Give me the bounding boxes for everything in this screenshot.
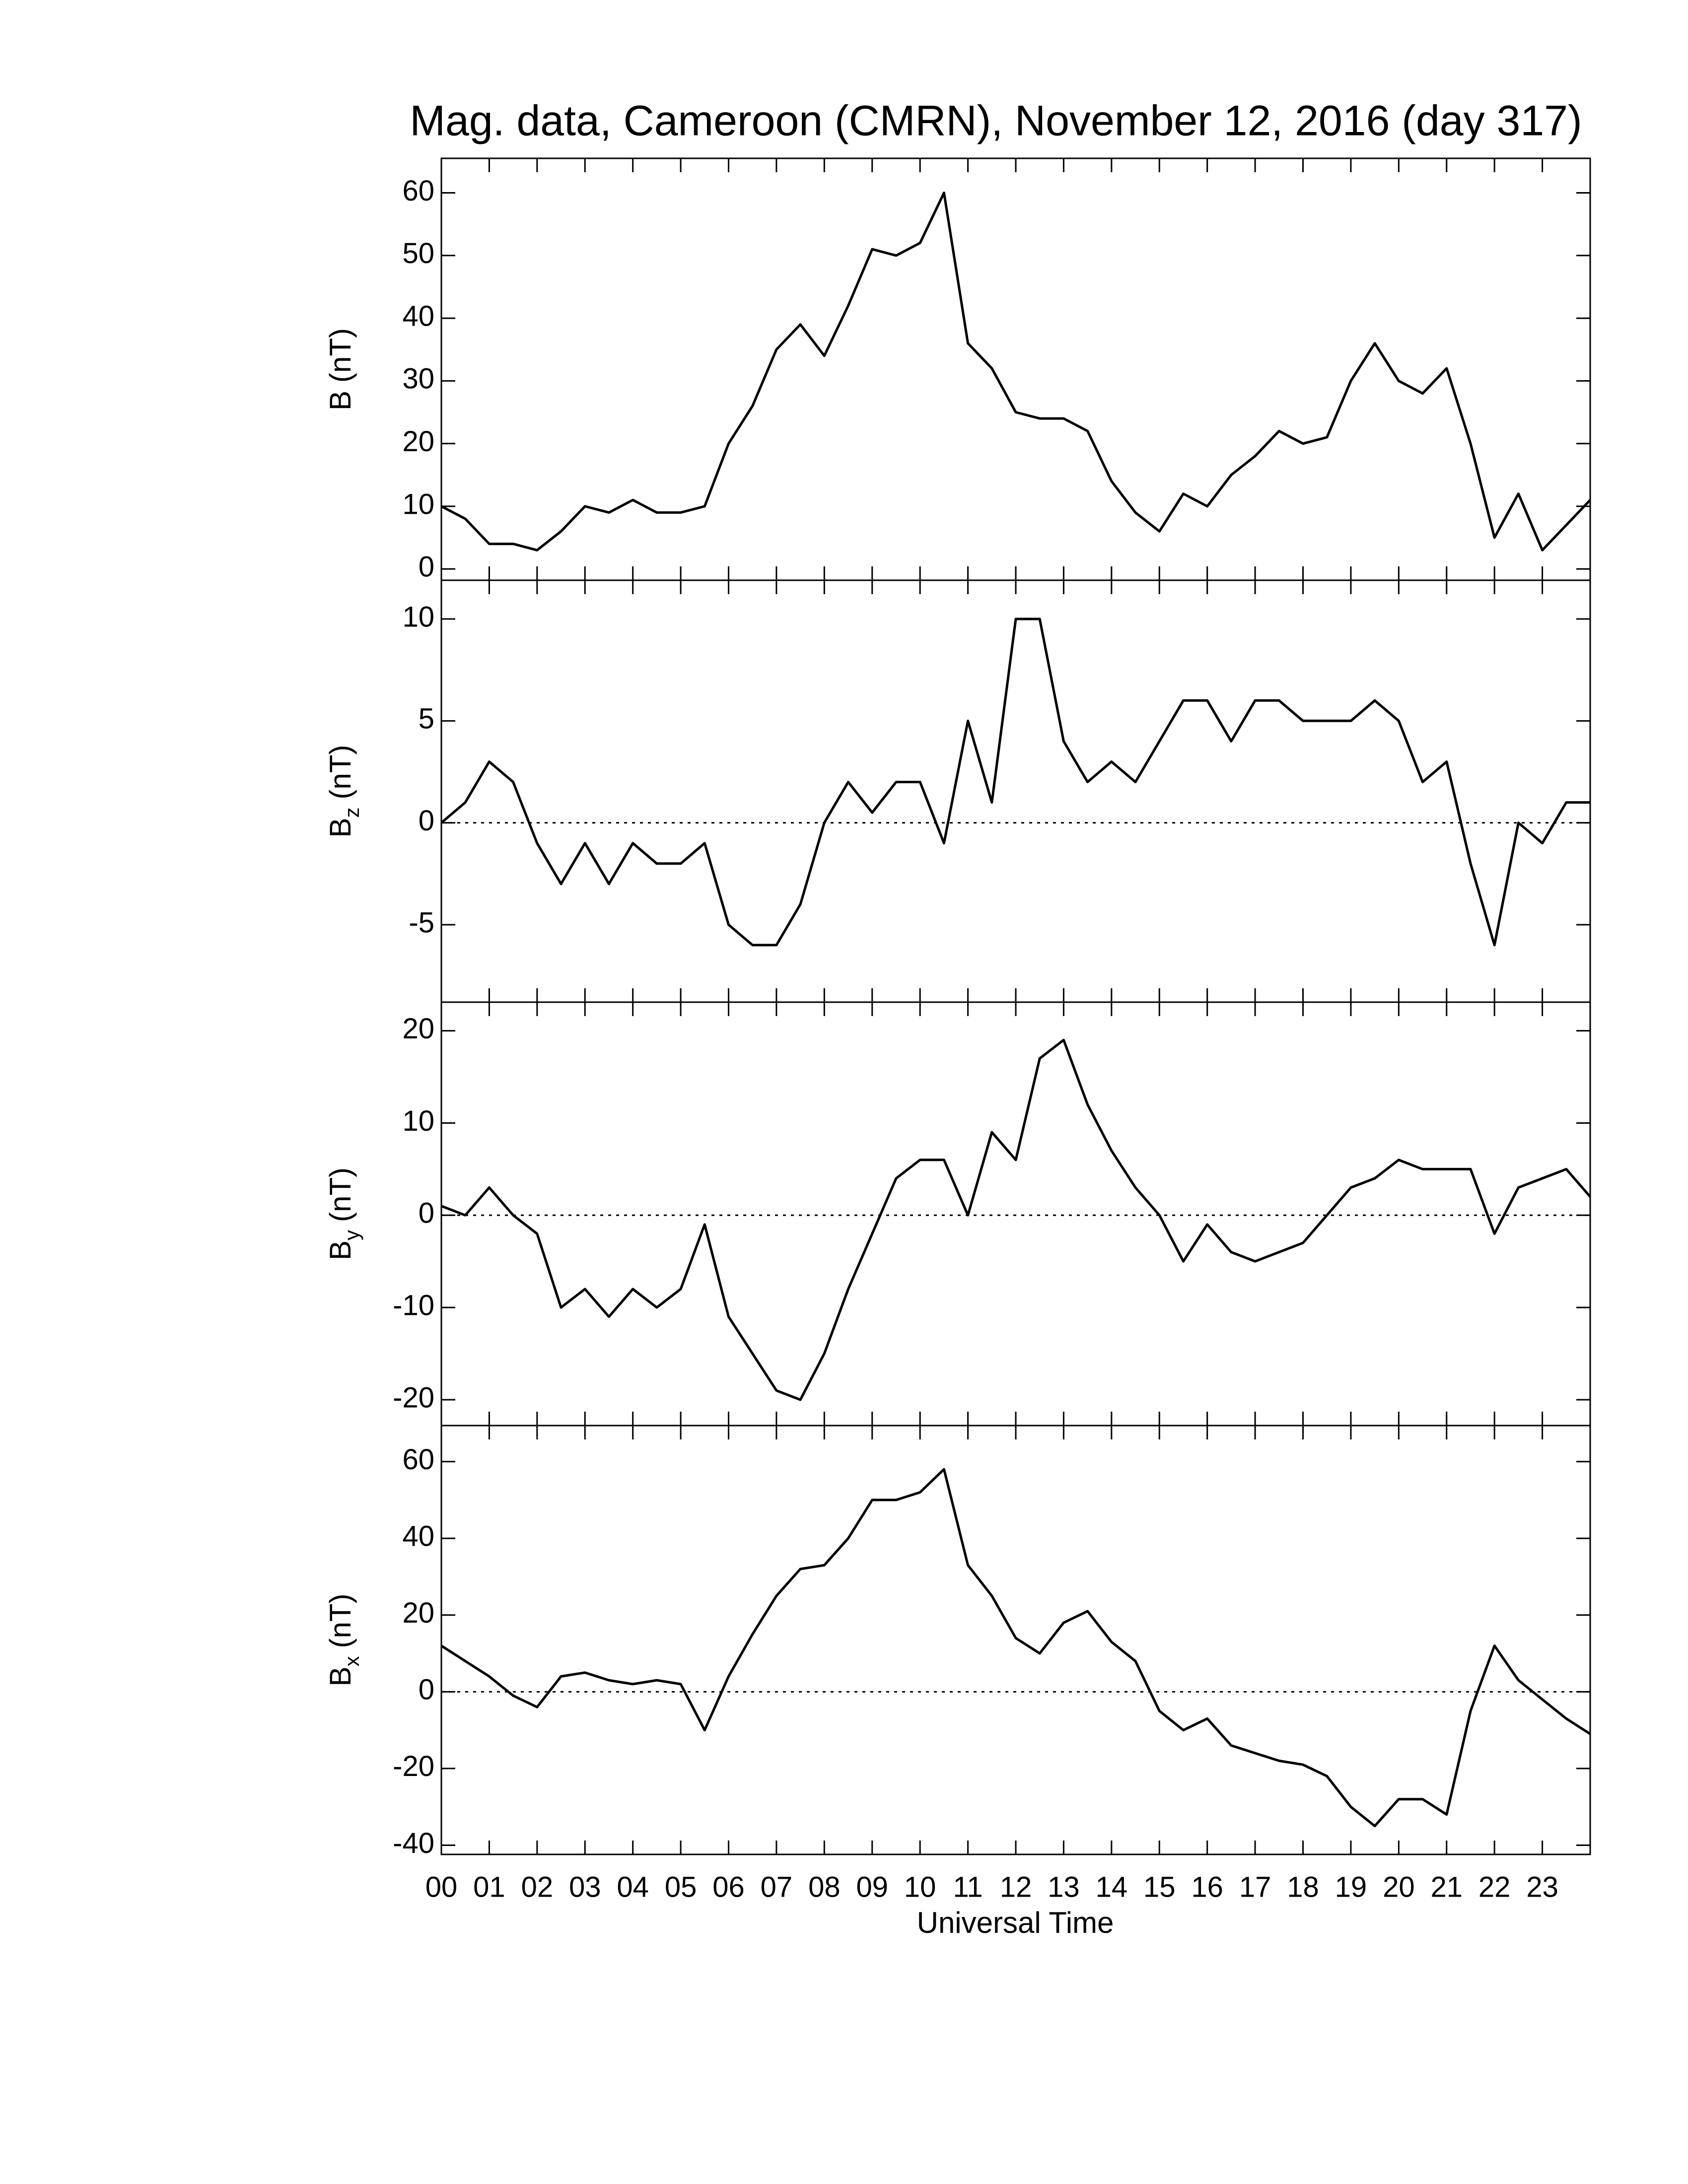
y-tick-label: -20 (393, 1381, 434, 1414)
data-line (440, 617, 1590, 947)
x-axis-label: Universal Time (917, 1906, 1114, 1939)
y-axis-label-main: B (324, 391, 357, 410)
data-line (440, 192, 1591, 551)
x-tick-label: 04 (617, 1871, 649, 1903)
y-tick-label: -20 (393, 1750, 434, 1782)
x-tick-label: 07 (761, 1871, 793, 1903)
x-tick-label: 19 (1335, 1871, 1367, 1903)
x-tick-label: 08 (808, 1871, 841, 1903)
x-tick-label: 01 (473, 1871, 505, 1903)
y-axis-label-main: B (324, 1240, 357, 1260)
x-tick-label: 10 (904, 1871, 936, 1903)
y-tick-label: 50 (402, 237, 434, 270)
x-tick-label: 20 (1383, 1871, 1415, 1903)
y-axis-label-unit: (nT) (324, 745, 357, 799)
y-axis-label-sub: z (340, 807, 363, 818)
y-axis-label-sub: x (340, 1656, 363, 1666)
x-tick-label: 22 (1478, 1871, 1511, 1903)
x-tick-label: 05 (665, 1871, 697, 1903)
x-tick-label: 23 (1526, 1871, 1558, 1903)
y-tick-label: -40 (393, 1827, 434, 1859)
y-tick-label: 60 (402, 1443, 434, 1476)
y-tick-label: 40 (402, 300, 434, 332)
chart-title: Mag. data, Cameroon (CMRN), November 12,… (410, 97, 1582, 145)
x-tick-label: 18 (1287, 1871, 1319, 1903)
y-tick-label: 0 (419, 1197, 434, 1229)
y-axis-label-sub: y (340, 1230, 363, 1240)
y-tick-label: 60 (402, 175, 434, 207)
x-tick-label: 17 (1239, 1871, 1271, 1903)
y-axis-label-main: B (324, 818, 357, 837)
x-tick-label: 09 (856, 1871, 888, 1903)
x-tick-label: 03 (569, 1871, 601, 1903)
y-tick-label: 10 (402, 488, 434, 520)
y-tick-label: 0 (419, 1674, 434, 1706)
y-axis-label-unit: (nT) (324, 1593, 357, 1648)
x-tick-label: 11 (953, 1871, 983, 1903)
y-axis-label: B (nT) (324, 328, 357, 410)
x-tick-label: 02 (521, 1871, 554, 1903)
x-tick-label: 16 (1191, 1871, 1223, 1903)
x-tick-label: 00 (425, 1871, 458, 1903)
x-tick-label: 21 (1430, 1871, 1463, 1903)
y-tick-label: 40 (402, 1520, 434, 1553)
y-tick-label: 20 (402, 425, 434, 458)
y-axis-label: Bz (nT) (324, 745, 363, 837)
y-tick-label: -10 (393, 1289, 434, 1321)
y-tick-label: -5 (409, 906, 434, 939)
y-tick-label: 0 (419, 805, 434, 837)
y-tick-label: 20 (402, 1597, 434, 1629)
y-axis-label: By (nT) (324, 1167, 363, 1260)
y-axis-label: Bx (nT) (324, 1593, 363, 1686)
y-axis-label-unit: (nT) (324, 1167, 357, 1222)
y-axis-label-unit: (nT) (324, 328, 357, 383)
x-tick-label: 06 (712, 1871, 745, 1903)
data-line (440, 1468, 1591, 1828)
y-tick-label: 30 (402, 363, 434, 395)
y-axis-label-main: B (324, 1666, 357, 1686)
y-tick-label: 0 (419, 551, 434, 583)
x-tick-label: 12 (1000, 1871, 1032, 1903)
x-tick-label: 15 (1143, 1871, 1176, 1903)
x-tick-label: 13 (1048, 1871, 1080, 1903)
y-tick-label: 20 (402, 1013, 434, 1045)
data-line (441, 1038, 1591, 1401)
y-tick-label: 10 (402, 1105, 434, 1137)
y-tick-label: 10 (402, 601, 434, 633)
y-tick-label: 5 (419, 703, 434, 735)
x-tick-label: 14 (1096, 1871, 1128, 1903)
